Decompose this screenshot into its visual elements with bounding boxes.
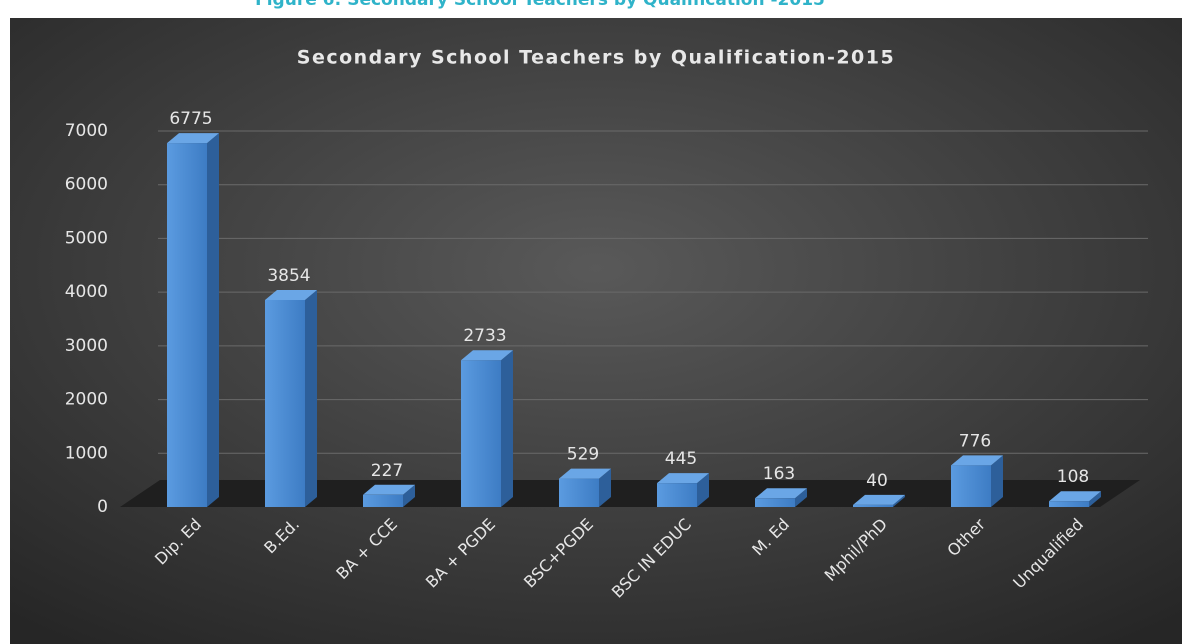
bar bbox=[951, 455, 1003, 507]
bar-top bbox=[265, 289, 317, 300]
bar-front bbox=[853, 504, 893, 507]
y-tick-label: 4000 bbox=[65, 282, 108, 302]
bar bbox=[363, 484, 415, 507]
value-label: 529 bbox=[567, 445, 599, 465]
bar-side bbox=[991, 455, 1003, 507]
bar bbox=[265, 289, 317, 507]
bar-side bbox=[697, 473, 709, 507]
bar-side bbox=[501, 350, 513, 507]
bar-top bbox=[853, 494, 905, 505]
bar-front bbox=[755, 498, 795, 507]
bar-top bbox=[167, 133, 219, 144]
bar-front bbox=[461, 360, 501, 507]
bar bbox=[1049, 491, 1101, 507]
bar-front bbox=[265, 299, 305, 507]
y-tick-label: 3000 bbox=[65, 336, 108, 356]
bar bbox=[167, 133, 219, 508]
value-label: 2733 bbox=[463, 326, 506, 346]
figure-caption: Figure 6: Secondary School Teachers by Q… bbox=[255, 0, 825, 10]
bar-top bbox=[755, 488, 807, 499]
y-tick-label: 6000 bbox=[65, 175, 108, 195]
bar-top bbox=[1049, 491, 1101, 502]
bar bbox=[755, 488, 807, 507]
bar-side bbox=[599, 468, 611, 507]
value-label: 108 bbox=[1057, 467, 1089, 487]
value-label: 776 bbox=[959, 431, 991, 451]
bar-top bbox=[559, 468, 611, 479]
value-label: 6775 bbox=[169, 109, 212, 129]
bar-front bbox=[363, 494, 403, 507]
bar bbox=[657, 473, 709, 507]
chart-title: Secondary School Teachers by Qualificati… bbox=[297, 47, 895, 69]
y-tick-label: 2000 bbox=[65, 390, 108, 410]
bar bbox=[559, 468, 611, 507]
bar-side bbox=[403, 484, 415, 507]
bar-top bbox=[363, 484, 415, 495]
value-label: 227 bbox=[371, 461, 403, 481]
bar-front bbox=[657, 483, 697, 507]
bar-top bbox=[657, 473, 709, 484]
value-label: 3854 bbox=[267, 266, 310, 286]
y-tick-label: 0 bbox=[97, 497, 108, 517]
bar bbox=[853, 494, 905, 507]
bar-side bbox=[207, 133, 219, 508]
bar-side bbox=[305, 289, 317, 507]
bar-front bbox=[167, 143, 207, 508]
bar bbox=[461, 350, 513, 507]
bar-front bbox=[1049, 501, 1089, 507]
y-tick-label: 1000 bbox=[65, 443, 108, 463]
bar-front bbox=[559, 478, 599, 507]
value-label: 445 bbox=[665, 449, 697, 469]
bar-top bbox=[461, 350, 513, 361]
bar-front bbox=[951, 465, 991, 507]
value-label: 40 bbox=[866, 471, 888, 491]
y-tick-label: 5000 bbox=[65, 228, 108, 248]
bar-side bbox=[1089, 491, 1101, 507]
y-tick-label: 7000 bbox=[65, 121, 108, 141]
bar-side bbox=[795, 488, 807, 507]
bar-side bbox=[893, 494, 905, 507]
bar-top bbox=[951, 455, 1003, 466]
value-label: 163 bbox=[763, 464, 795, 484]
